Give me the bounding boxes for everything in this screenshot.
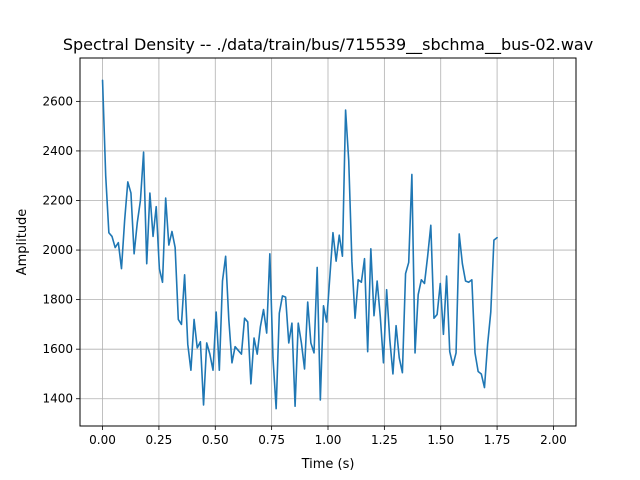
x-axis-ticks: 0.00 0.25 0.50 0.75 1.00 1.25 1.50 1.75 2.00 bbox=[89, 426, 567, 447]
x-axis-label: Time (s) bbox=[301, 457, 355, 472]
y-tick-label: 2400 bbox=[42, 144, 73, 158]
x-tick-label: 2.00 bbox=[540, 433, 567, 447]
y-tick-label: 1400 bbox=[42, 392, 73, 406]
y-axis-ticks: 1400 1600 1800 2000 2200 2400 2600 bbox=[42, 94, 80, 406]
x-grid bbox=[102, 58, 554, 426]
y-axis-label: Amplitude bbox=[15, 209, 30, 276]
x-tick-label: 1.25 bbox=[371, 433, 398, 447]
y-tick-label: 2600 bbox=[42, 94, 73, 108]
y-tick-label: 2200 bbox=[42, 193, 73, 207]
x-tick-label: 0.00 bbox=[89, 433, 116, 447]
chart-title: Spectral Density -- ./data/train/bus/715… bbox=[63, 35, 593, 55]
x-tick-label: 0.25 bbox=[146, 433, 173, 447]
y-tick-label: 2000 bbox=[42, 243, 73, 257]
x-tick-label: 0.50 bbox=[202, 433, 229, 447]
x-tick-label: 1.75 bbox=[484, 433, 511, 447]
x-tick-label: 1.50 bbox=[427, 433, 454, 447]
y-tick-label: 1800 bbox=[42, 293, 73, 307]
x-tick-label: 0.75 bbox=[258, 433, 285, 447]
x-tick-label: 1.00 bbox=[315, 433, 342, 447]
y-tick-label: 1600 bbox=[42, 342, 73, 356]
series-line-spectral-density bbox=[101, 79, 498, 410]
